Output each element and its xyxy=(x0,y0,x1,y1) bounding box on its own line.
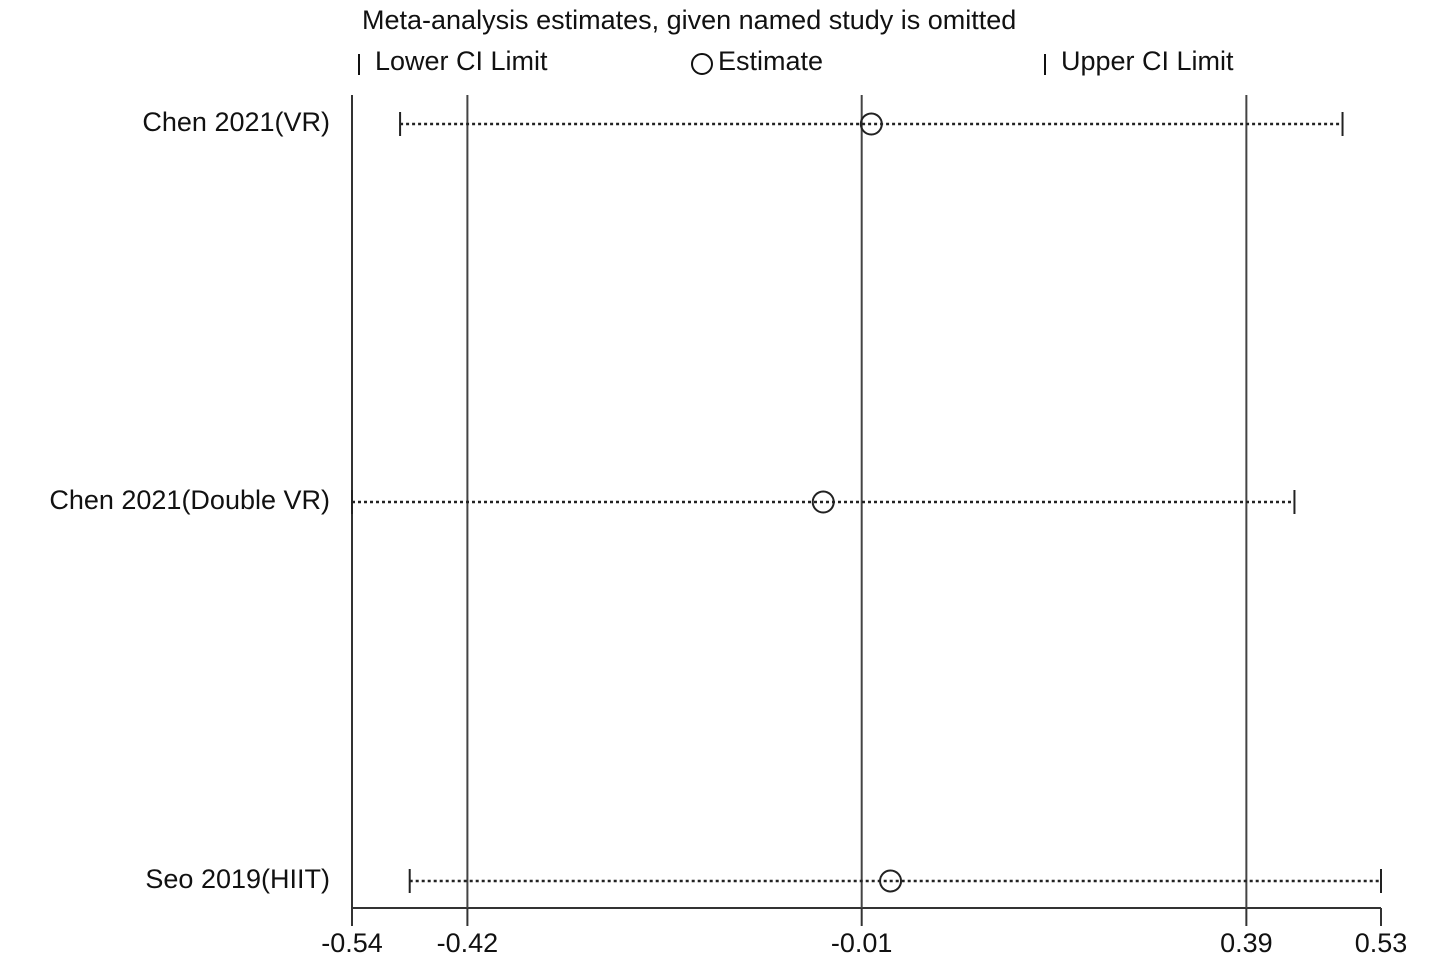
y-tick-label: Chen 2021(VR) xyxy=(142,107,330,137)
legend-symbol xyxy=(691,53,713,75)
legend-label: Lower CI Limit xyxy=(375,46,548,76)
x-tick-label: 0.53 xyxy=(1355,928,1408,958)
x-tick-label: -0.54 xyxy=(321,928,383,958)
x-tick-label: -0.01 xyxy=(831,928,893,958)
estimate-marker xyxy=(811,490,835,514)
estimate-marker xyxy=(859,112,883,136)
y-tick-label: Chen 2021(Double VR) xyxy=(49,485,330,515)
x-tick-label: 0.39 xyxy=(1220,928,1273,958)
chart-title: Meta-analysis estimates, given named stu… xyxy=(362,5,1016,35)
y-tick-label: Seo 2019(HIIT) xyxy=(145,864,330,894)
x-tick-label: -0.42 xyxy=(437,928,499,958)
legend-label: Estimate xyxy=(718,46,823,76)
legend-label: Upper CI Limit xyxy=(1061,46,1234,76)
estimate-marker xyxy=(879,869,903,893)
